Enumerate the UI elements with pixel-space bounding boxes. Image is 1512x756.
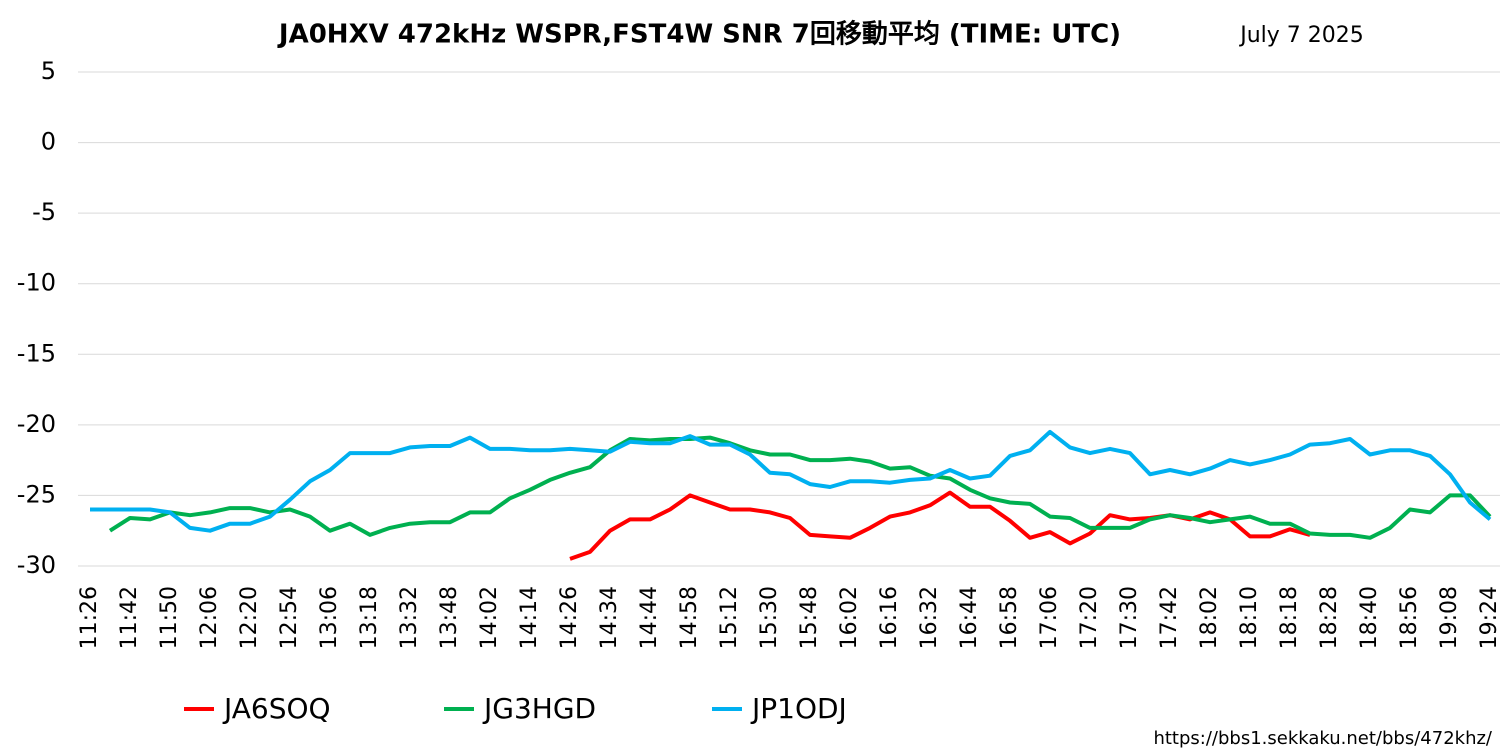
x-tick-label: 14:58 [677, 586, 702, 649]
series-line [90, 429, 1492, 533]
source-url: https://bbs1.sekkaku.net/bbs/472khz/ [1153, 728, 1492, 749]
x-tick-label: 16:16 [877, 586, 902, 649]
x-tick-label: 16:44 [957, 586, 982, 649]
chart-date: July 7 2025 [1238, 23, 1364, 48]
x-tick-label: 11:50 [157, 586, 182, 649]
x-tick-label: 16:58 [997, 586, 1022, 649]
y-tick-label: -10 [17, 269, 56, 297]
legend-label: JA6SOQ [222, 692, 331, 725]
y-tick-label: -30 [17, 551, 56, 579]
x-tick-label: 17:30 [1117, 586, 1142, 649]
x-tick-label: 12:06 [197, 586, 222, 649]
x-tick-label: 17:06 [1037, 586, 1062, 649]
y-tick-label: -25 [17, 480, 56, 508]
x-tick-label: 14:34 [597, 586, 622, 649]
x-tick-label: 16:32 [917, 586, 942, 649]
legend-label: JG3HGD [482, 692, 596, 725]
x-tick-label: 14:02 [477, 586, 502, 649]
x-tick-label: 11:42 [117, 586, 142, 649]
x-tick-label: 15:12 [717, 586, 742, 649]
x-tick-label: 11:26 [77, 586, 102, 649]
x-tick-label: 16:02 [837, 586, 862, 649]
x-tick-label: 18:02 [1197, 586, 1222, 649]
series-line [108, 435, 1492, 540]
y-tick-label: -15 [17, 339, 56, 367]
y-tick-label: 5 [41, 57, 56, 85]
x-tick-label: 13:18 [357, 586, 382, 649]
legend-label: JP1ODJ [750, 692, 847, 725]
x-tick-label: 14:26 [557, 586, 582, 649]
x-tick-label: 15:30 [757, 586, 782, 649]
x-tick-label: 15:48 [797, 586, 822, 649]
x-tick-label: 18:18 [1277, 586, 1302, 649]
x-tick-label: 18:10 [1237, 586, 1262, 649]
x-tick-label: 13:06 [317, 586, 342, 649]
y-tick-label: 0 [41, 128, 56, 156]
x-tick-label: 12:54 [277, 586, 302, 649]
x-tick-label: 12:20 [237, 586, 262, 649]
series-line [569, 490, 1311, 561]
x-tick-label: 17:20 [1077, 586, 1102, 649]
x-tick-label: 14:14 [517, 586, 542, 649]
x-tick-label: 14:44 [637, 586, 662, 649]
x-tick-label: 18:40 [1357, 586, 1382, 649]
x-tick-label: 18:28 [1317, 586, 1342, 649]
x-tick-label: 13:48 [437, 586, 462, 649]
y-tick-label: -5 [32, 198, 56, 226]
x-tick-label: 19:08 [1437, 586, 1462, 649]
chart-title: JA0HXV 472kHz WSPR,FST4W SNR 7回移動平均 (TIM… [277, 20, 1121, 50]
y-tick-label: -20 [17, 410, 56, 438]
x-tick-label: 13:32 [397, 586, 422, 649]
x-tick-label: 19:24 [1477, 586, 1502, 649]
x-tick-label: 17:42 [1157, 586, 1182, 649]
x-tick-label: 18:56 [1397, 586, 1422, 649]
